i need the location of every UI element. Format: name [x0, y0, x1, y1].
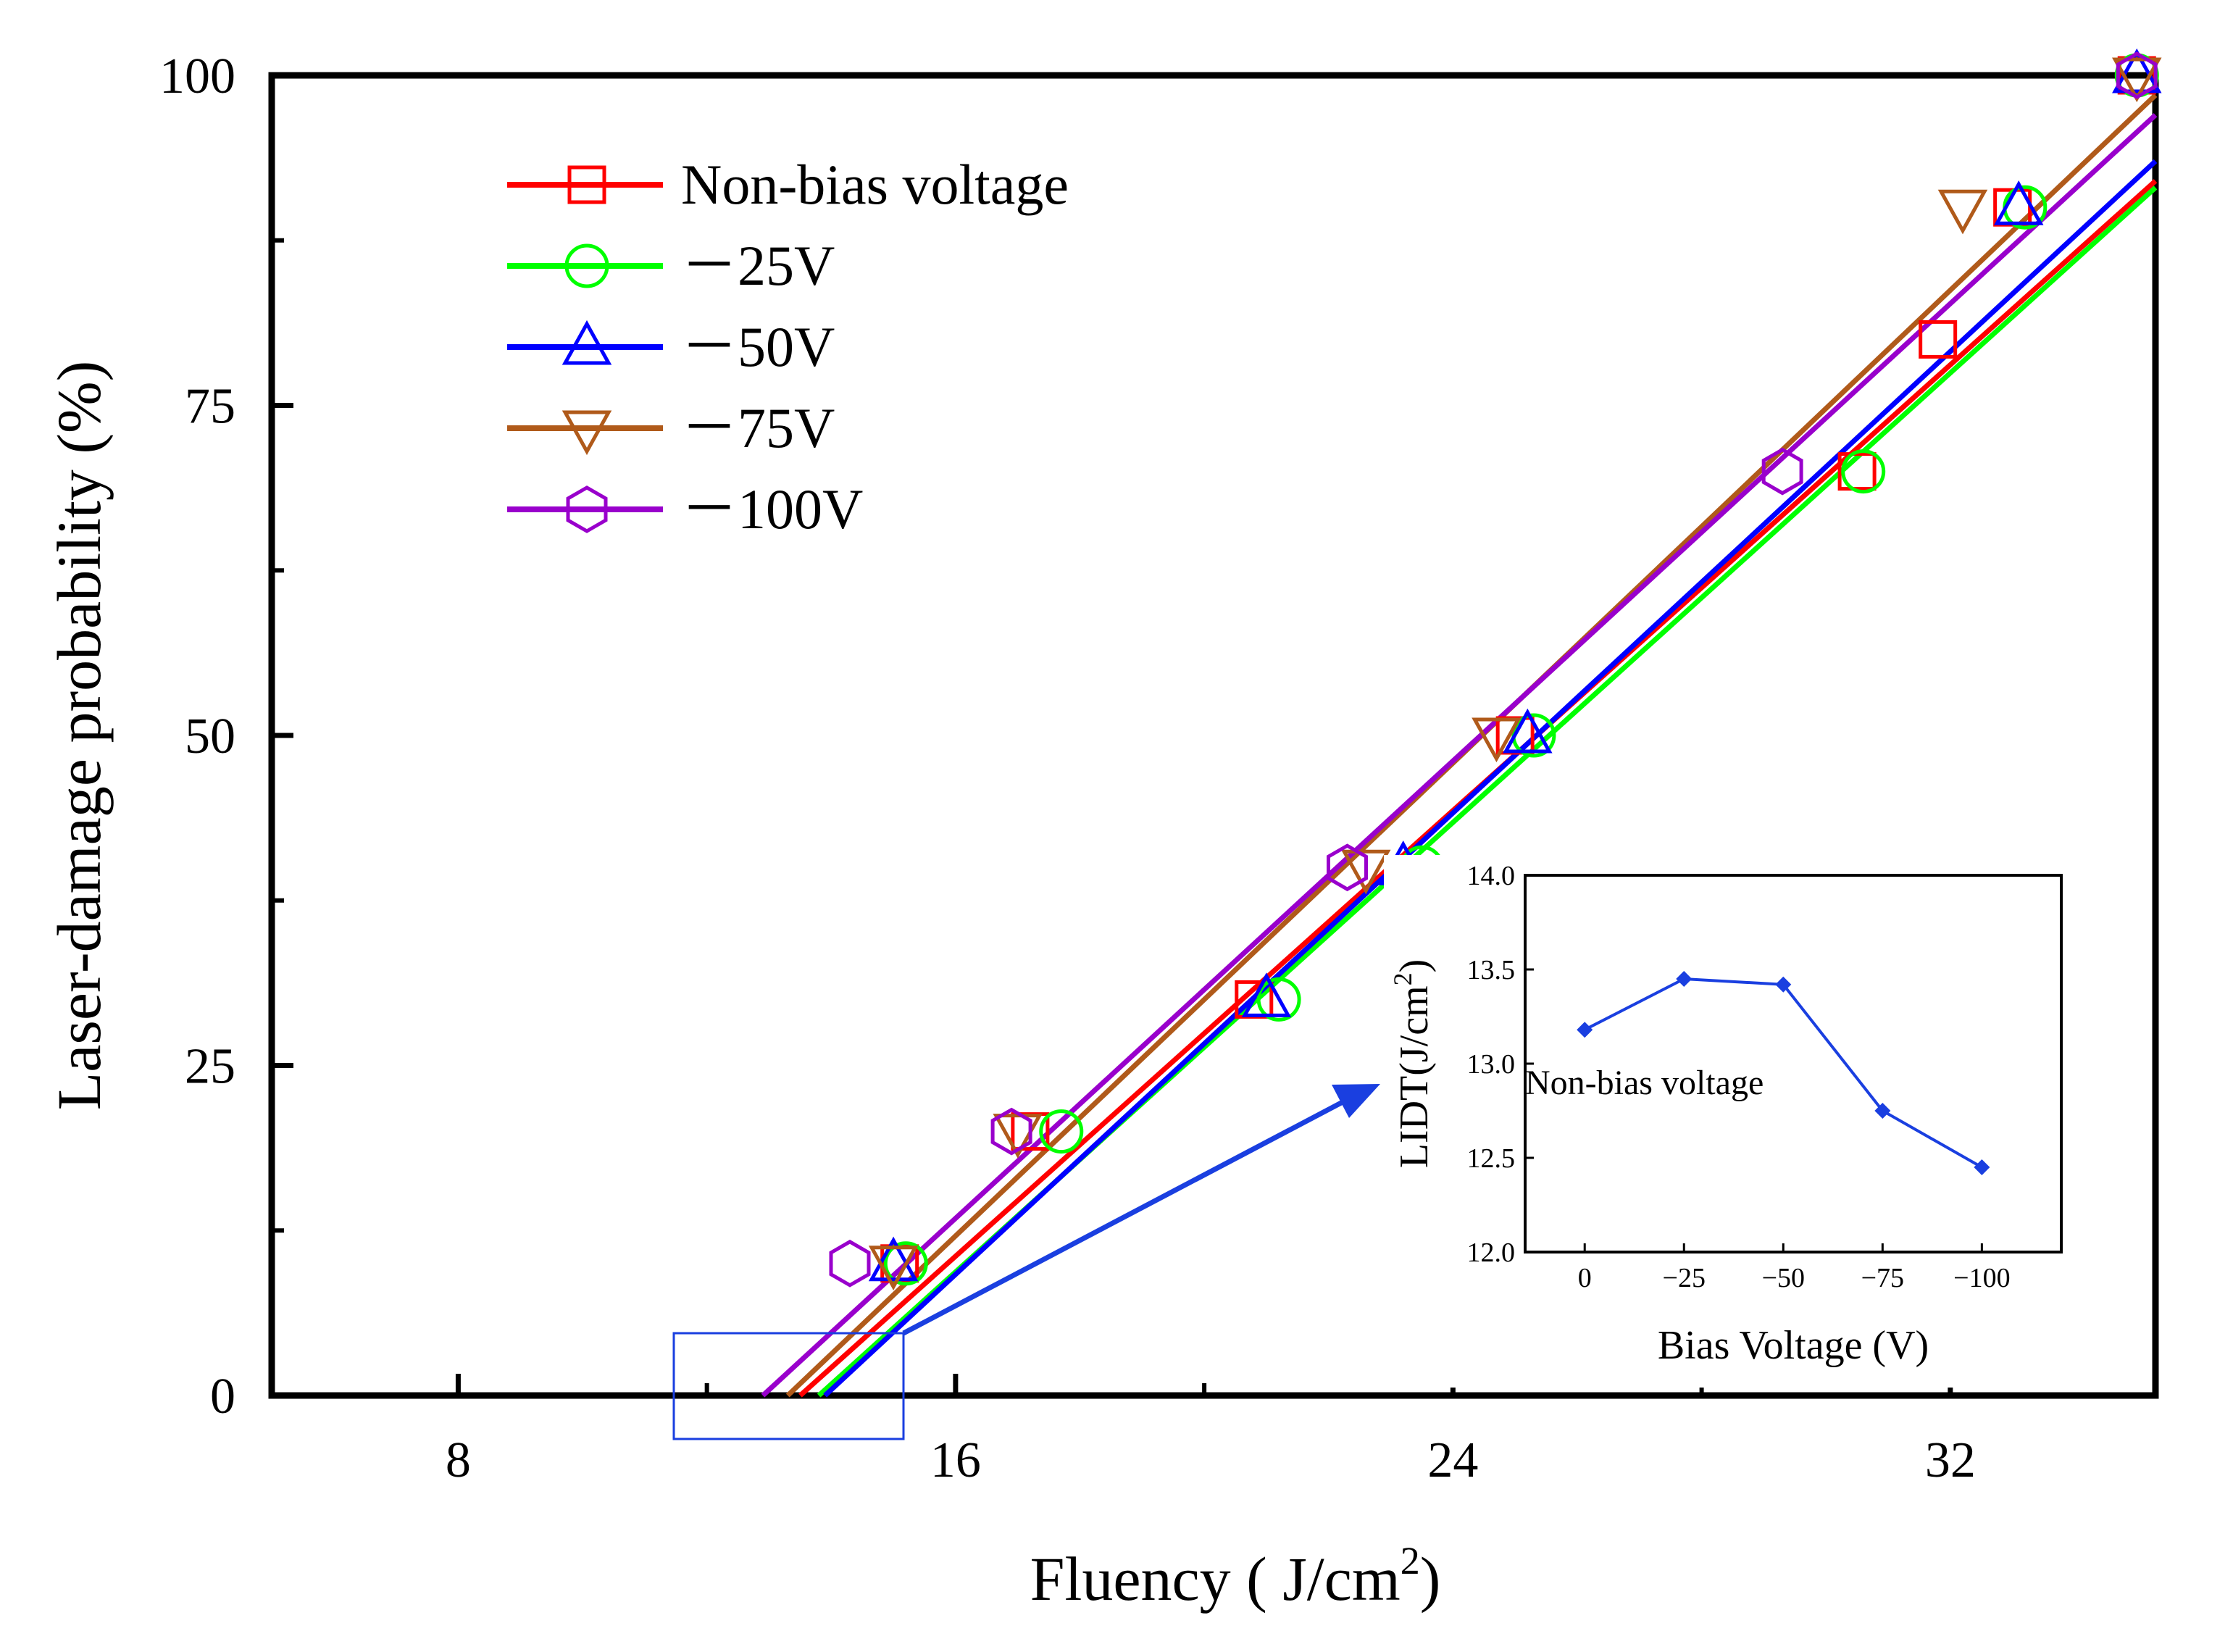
y-tick-label: 100	[159, 49, 235, 104]
main-plot: 8 16 24 32 0 25 50 75 100 Fluency ( J/cm2) Laser-d…	[44, 48, 2162, 1614]
data-point-series-2	[2112, 48, 2162, 93]
x-tick-label: 16	[930, 1432, 981, 1488]
y-tick-label: 75	[185, 379, 235, 435]
inset-y-tick-label: 14.0	[1467, 861, 1516, 891]
inset-x-tick-label: −75	[1861, 1263, 1904, 1293]
legend-label-2: －50V	[681, 315, 835, 378]
inset-y-axis-title-superscript: 2	[1388, 972, 1417, 985]
data-point-series-1	[1841, 449, 1886, 494]
data-point-series-1	[883, 1241, 928, 1286]
y-tick-label: 25	[185, 1039, 235, 1095]
inset-y-tick-label: 12.0	[1467, 1238, 1516, 1268]
inset-y-tick-label: 13.0	[1467, 1049, 1516, 1080]
inset-y-tick-label: 12.5	[1467, 1143, 1516, 1174]
data-point-series-0	[1837, 452, 1877, 491]
legend: Non-bias voltage －25V －50V －75V －100V	[507, 153, 1069, 541]
data-point-series-4	[1761, 447, 1803, 496]
legend-marker-3	[562, 410, 612, 456]
inset-y-axis-title-close: )	[1392, 959, 1437, 973]
data-point-series-1	[1256, 977, 1301, 1022]
inset-y-axis-title: LIDT(J/cm2)	[1388, 959, 1437, 1169]
inset-data-point	[1874, 1103, 1891, 1119]
y-tick-label: 0	[210, 1369, 235, 1424]
inset-x-tick-label: −50	[1762, 1263, 1805, 1293]
fit-line-series-4	[761, 113, 2158, 1398]
data-point-series-2	[1993, 180, 2044, 225]
data-point-series-2	[868, 1236, 919, 1282]
data-point-series-3	[2112, 57, 2162, 103]
legend-label-1: －25V	[681, 234, 835, 297]
data-point-series-1	[1039, 1109, 1084, 1154]
zoom-arrow-head	[1332, 1084, 1380, 1118]
data-point-series-3	[868, 1246, 919, 1290]
zoom-arrow-shaft	[902, 1098, 1345, 1336]
x-axis-title: Fluency ( J/cm2)	[1030, 1539, 1441, 1614]
data-point-series-0	[1919, 320, 1958, 359]
x-tick-label: 8	[446, 1432, 471, 1488]
inset-data-point	[1974, 1159, 1990, 1175]
data-point-series-4	[2116, 51, 2158, 99]
legend-marker-1	[564, 243, 609, 288]
x-tick-label: 24	[1427, 1432, 1478, 1488]
x-tick-label: 32	[1925, 1432, 1976, 1488]
data-point-series-2	[1503, 708, 1553, 754]
legend-label-3: －75V	[681, 396, 835, 459]
y-tick-label: 50	[185, 709, 235, 764]
inset-data-point	[1676, 971, 1693, 987]
legend-marker-2	[562, 320, 612, 365]
inset-y-tick-label: 13.5	[1467, 955, 1516, 985]
inset-x-axis-title: Bias Voltage (V)	[1658, 1323, 1929, 1368]
data-point-series-3	[1937, 189, 1988, 235]
inset-x-tick-label: 0	[1578, 1263, 1592, 1293]
fit-line-series-2	[823, 159, 2158, 1398]
data-point-series-3	[1472, 717, 1522, 763]
legend-marker-0	[567, 165, 606, 204]
zoom-annotation	[672, 1084, 1380, 1440]
data-point-series-3	[1340, 849, 1391, 895]
legend-label-4: －100V	[681, 477, 863, 541]
y-axis-title: Laser-damage probability (%)	[44, 361, 114, 1111]
x-axis-title-superscript: 2	[1401, 1539, 1420, 1582]
legend-label-0: Non-bias voltage	[681, 153, 1069, 216]
data-point-series-4	[829, 1239, 871, 1288]
zoom-region-box	[672, 1332, 905, 1440]
inset-annotation: Non-bias voltage	[1525, 1064, 1764, 1102]
data-point-series-2	[1241, 972, 1292, 1017]
inset-data-point	[1775, 976, 1792, 993]
data-point-series-4	[1327, 843, 1368, 892]
legend-marker-4	[566, 485, 608, 533]
inset-plot: 0 −25 −50 −75 −100 12.0 12.5 13.0 13.5 14.0 Bias V…	[1384, 855, 2108, 1388]
x-axis-title-close: )	[1420, 1544, 1441, 1614]
inset-background	[1384, 855, 2108, 1388]
inset-x-tick-label: −100	[1953, 1263, 2010, 1293]
inset-data-point	[1577, 1022, 1593, 1038]
inset-x-tick-label: −25	[1663, 1263, 1706, 1293]
data-point-series-4	[990, 1107, 1032, 1156]
